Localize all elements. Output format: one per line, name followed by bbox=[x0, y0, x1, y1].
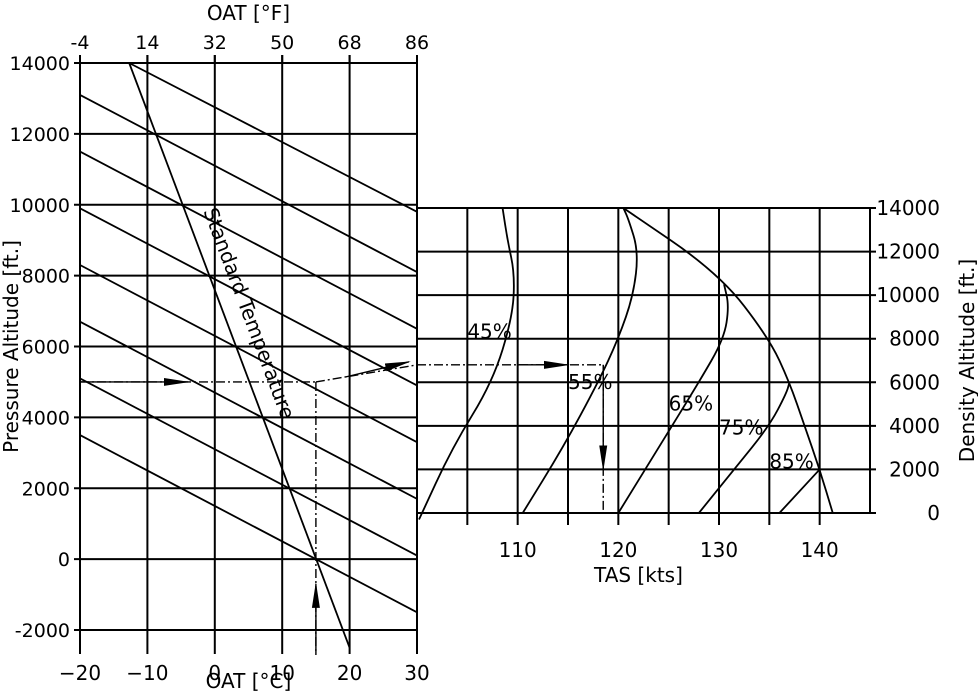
density-altitude-line bbox=[80, 435, 417, 612]
density-altitude-line bbox=[80, 322, 417, 499]
left-y-tick-label: 0 bbox=[58, 549, 70, 571]
left-y-tick-label: 14000 bbox=[10, 53, 70, 75]
left-y-tick-label: 2000 bbox=[22, 478, 70, 500]
left-top-tick-label: 32 bbox=[203, 32, 227, 54]
right-panel: 45% 55% 65%75%85% 0 2000 4000 6000 8000 10000 12… bbox=[417, 196, 978, 587]
left-example-path bbox=[80, 382, 316, 655]
density-altitude-line bbox=[129, 63, 417, 212]
left-x-tick-label: 20 bbox=[337, 661, 362, 685]
right-y-tick-label: 14000 bbox=[876, 196, 940, 220]
oat-fahrenheit-axis-label: OAT [°F] bbox=[207, 1, 290, 25]
left-x-tick-label: −10 bbox=[126, 661, 168, 685]
left-x-tick-label: −20 bbox=[59, 661, 101, 685]
right-y-tick-label: 12000 bbox=[876, 240, 940, 264]
density-altitude-line bbox=[80, 95, 417, 272]
power-curve-55pct bbox=[523, 208, 637, 513]
left-y-tick-label: 4000 bbox=[22, 407, 70, 429]
standard-temperature-label: Standard Temperature bbox=[199, 204, 300, 422]
series-label: 45% bbox=[467, 320, 511, 344]
pressure-altitude-axis-label: Pressure Altitude [ft.] bbox=[0, 240, 23, 453]
series-label: 85% bbox=[769, 449, 813, 473]
right-y-tick-label: 6000 bbox=[889, 370, 940, 394]
oat-celsius-axis-label: OAT [°C] bbox=[206, 669, 292, 692]
right-y-tick-label: 8000 bbox=[889, 327, 940, 351]
left-y-tick-label: -2000 bbox=[15, 620, 70, 642]
right-y-tick-label: 4000 bbox=[889, 414, 940, 438]
density-altitude-line bbox=[80, 378, 417, 555]
right-y-tick-label: 10000 bbox=[876, 283, 940, 307]
left-top-tick-label: 14 bbox=[135, 32, 159, 54]
right-grid bbox=[417, 208, 876, 525]
left-panel: -2000 0 2000 4000 6000 8000 10000 12000 14000 −20… bbox=[0, 1, 430, 692]
connector-dash bbox=[316, 365, 417, 382]
left-grid bbox=[74, 55, 417, 654]
left-top-tick-label: -4 bbox=[71, 32, 90, 54]
right-x-tick-label: 130 bbox=[700, 538, 738, 562]
left-y-tick-label: 8000 bbox=[22, 266, 70, 288]
right-y-tick-label: 0 bbox=[927, 501, 940, 525]
left-y-tick-label: 6000 bbox=[22, 337, 70, 359]
left-top-tick-label: 50 bbox=[270, 32, 294, 54]
right-x-tick-label: 120 bbox=[599, 538, 637, 562]
right-x-tick-label: 140 bbox=[801, 538, 839, 562]
power-curves: 45% 55% 65%75%85% bbox=[419, 208, 833, 520]
left-top-tick-label: 86 bbox=[405, 32, 429, 54]
power-curve-85pct bbox=[779, 469, 819, 513]
panel-connector-arrow bbox=[316, 362, 417, 382]
series-label: 55% bbox=[568, 370, 612, 394]
tas-axis-label: TAS [kts] bbox=[593, 563, 683, 587]
right-y-tick-label: 2000 bbox=[889, 457, 940, 481]
left-y-tick-label: 12000 bbox=[10, 124, 70, 146]
series-label: 65% bbox=[669, 392, 713, 416]
density-altitude-axis-label: Density Altitude [ft.] bbox=[955, 259, 978, 462]
left-top-tick-label: 68 bbox=[338, 32, 362, 54]
series-label: 75% bbox=[719, 416, 763, 440]
left-x-tick-label: 30 bbox=[404, 661, 429, 685]
right-x-tick-label: 110 bbox=[499, 538, 537, 562]
left-y-tick-label: 10000 bbox=[10, 195, 70, 217]
